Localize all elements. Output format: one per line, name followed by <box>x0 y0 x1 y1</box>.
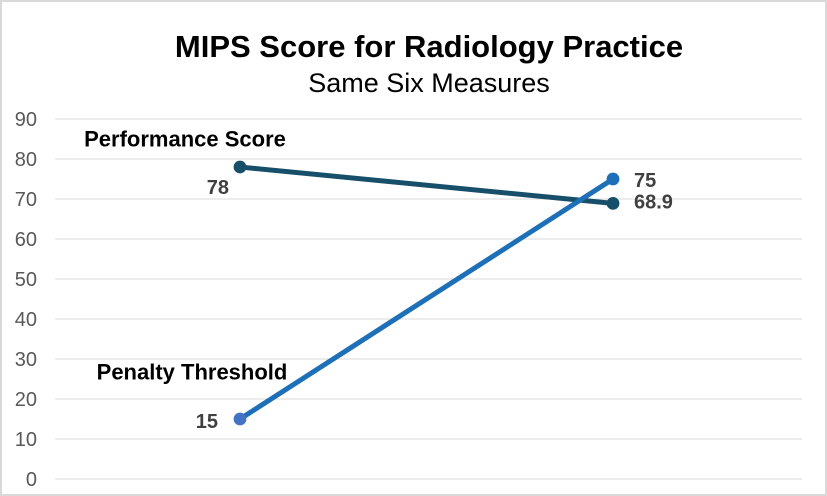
y-axis-tick-label: 90 <box>15 109 37 131</box>
data-point-marker-performance-score <box>233 160 247 174</box>
data-point-label: 75 <box>634 170 656 192</box>
data-point-marker-performance-score <box>606 197 620 210</box>
y-axis-tick-label: 70 <box>15 189 37 211</box>
data-point-label: 78 <box>207 177 229 199</box>
y-axis-tick-label: 10 <box>15 429 37 451</box>
data-point-marker-penalty-threshold <box>606 172 620 186</box>
y-axis-tick-label: 0 <box>26 469 37 491</box>
y-axis-tick-label: 80 <box>15 149 37 171</box>
y-axis-tick-label: 60 <box>15 229 37 251</box>
series-line-performance-score <box>237 164 616 206</box>
data-point-label: 15 <box>196 411 218 433</box>
data-point-label: 68.9 <box>634 191 673 213</box>
y-axis-tick-label: 20 <box>15 389 37 411</box>
data-point-marker-penalty-threshold <box>233 412 247 426</box>
y-axis-tick-label: 40 <box>15 309 37 331</box>
series-line-penalty-threshold <box>237 176 616 422</box>
y-axis-tick-label: 30 <box>15 349 37 371</box>
series-label-performance-score: Performance Score <box>84 127 286 152</box>
y-axis-tick-label: 50 <box>15 269 37 291</box>
series-label-penalty-threshold: Penalty Threshold <box>97 360 288 385</box>
